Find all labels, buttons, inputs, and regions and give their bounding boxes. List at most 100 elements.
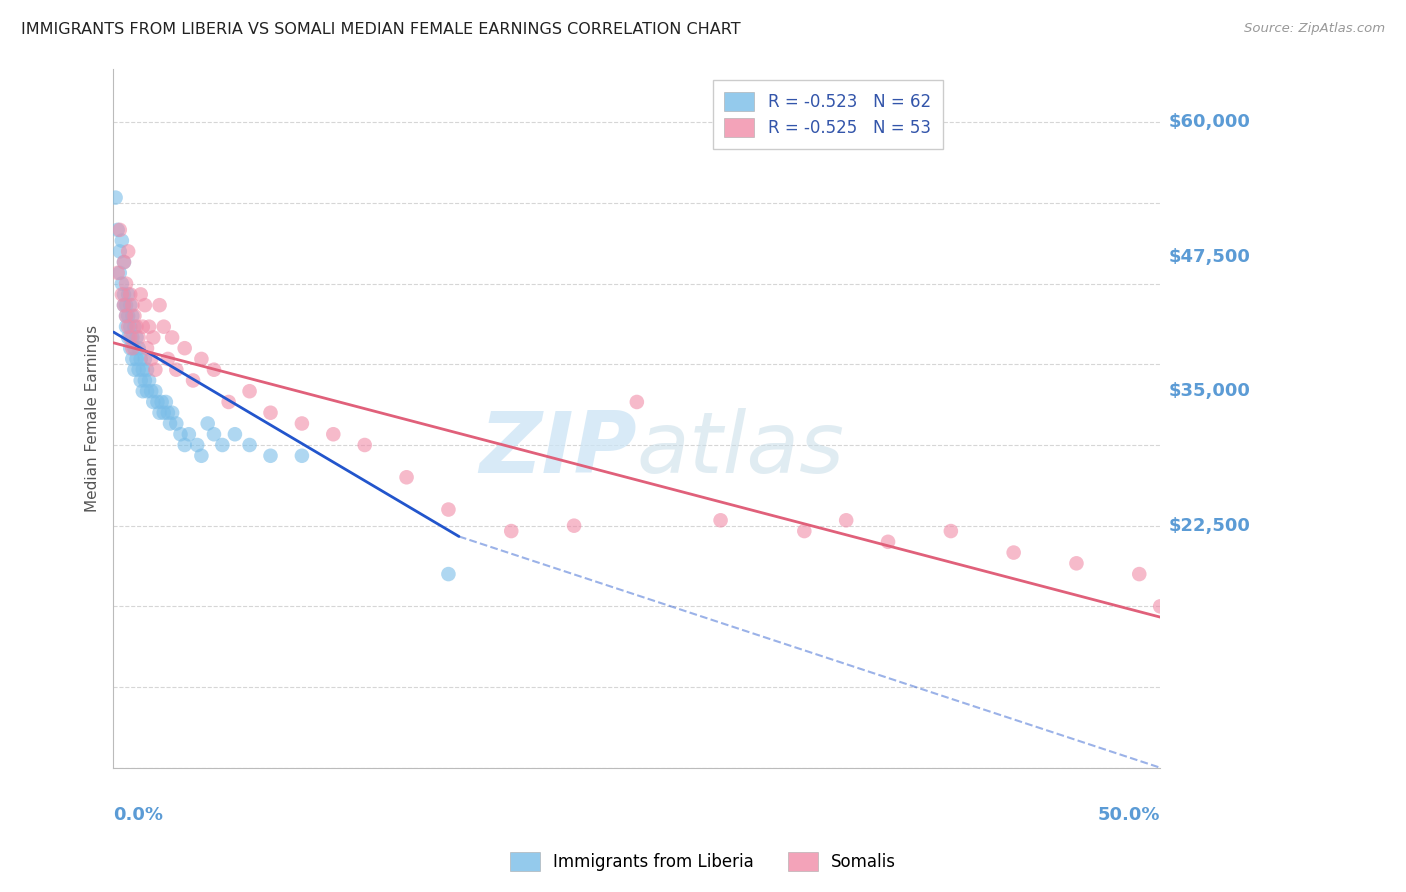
Point xyxy=(125,330,148,344)
Point xyxy=(150,395,173,409)
Point xyxy=(124,341,146,355)
Point xyxy=(173,341,195,355)
Y-axis label: Median Female Earnings: Median Female Earnings xyxy=(86,325,100,512)
Point xyxy=(117,287,139,301)
Point xyxy=(115,309,138,323)
Point xyxy=(134,374,156,388)
Point xyxy=(190,449,212,463)
Point xyxy=(156,406,179,420)
Point xyxy=(142,330,165,344)
Point xyxy=(134,351,156,366)
Point xyxy=(160,330,183,344)
Point xyxy=(152,319,174,334)
Point xyxy=(107,223,129,237)
Point xyxy=(148,406,170,420)
Point xyxy=(132,362,155,376)
Point xyxy=(562,518,585,533)
Point xyxy=(1002,545,1025,559)
Point xyxy=(710,513,733,527)
Point xyxy=(322,427,344,442)
Point xyxy=(115,277,138,291)
Point xyxy=(197,417,219,431)
Point xyxy=(501,524,523,538)
Point xyxy=(104,191,127,205)
Point xyxy=(437,502,460,516)
Point xyxy=(128,330,150,344)
Text: 50.0%: 50.0% xyxy=(1098,806,1160,824)
Point xyxy=(211,438,233,452)
Text: 0.0%: 0.0% xyxy=(114,806,163,824)
Text: atlas: atlas xyxy=(637,408,845,491)
Point xyxy=(125,319,148,334)
Point xyxy=(142,395,165,409)
Legend: Immigrants from Liberia, Somalis: Immigrants from Liberia, Somalis xyxy=(502,843,904,880)
Point xyxy=(117,319,139,334)
Text: Source: ZipAtlas.com: Source: ZipAtlas.com xyxy=(1244,22,1385,36)
Point xyxy=(117,244,139,259)
Point xyxy=(143,362,166,376)
Point xyxy=(128,362,150,376)
Point xyxy=(437,567,460,582)
Point xyxy=(148,298,170,312)
Point xyxy=(132,384,155,399)
Point xyxy=(111,277,134,291)
Point xyxy=(395,470,418,484)
Point xyxy=(259,406,281,420)
Point xyxy=(239,438,262,452)
Point xyxy=(626,395,648,409)
Point xyxy=(120,287,142,301)
Point xyxy=(291,449,314,463)
Point xyxy=(129,351,152,366)
Point xyxy=(115,319,138,334)
Point xyxy=(224,427,246,442)
Point xyxy=(107,266,129,280)
Point xyxy=(259,449,281,463)
Text: $22,500: $22,500 xyxy=(1168,516,1250,534)
Point xyxy=(181,374,204,388)
Point xyxy=(156,351,179,366)
Point xyxy=(136,384,159,399)
Point xyxy=(134,298,156,312)
Point xyxy=(125,351,148,366)
Point xyxy=(112,255,135,269)
Point xyxy=(117,309,139,323)
Point xyxy=(190,351,212,366)
Text: ZIP: ZIP xyxy=(479,408,637,491)
Point xyxy=(121,309,143,323)
Point xyxy=(108,266,131,280)
Point xyxy=(138,319,160,334)
Point xyxy=(218,395,240,409)
Point xyxy=(111,234,134,248)
Point xyxy=(129,374,152,388)
Point xyxy=(121,298,143,312)
Point xyxy=(141,351,163,366)
Point xyxy=(112,255,135,269)
Point xyxy=(124,309,146,323)
Point xyxy=(132,319,155,334)
Point xyxy=(111,287,134,301)
Point xyxy=(115,309,138,323)
Point xyxy=(120,341,142,355)
Point xyxy=(160,406,183,420)
Point xyxy=(155,395,177,409)
Point xyxy=(120,330,142,344)
Point xyxy=(835,513,858,527)
Point xyxy=(165,362,187,376)
Point xyxy=(186,438,208,452)
Point xyxy=(165,417,187,431)
Point xyxy=(117,330,139,344)
Text: IMMIGRANTS FROM LIBERIA VS SOMALI MEDIAN FEMALE EARNINGS CORRELATION CHART: IMMIGRANTS FROM LIBERIA VS SOMALI MEDIAN… xyxy=(21,22,741,37)
Point xyxy=(173,438,195,452)
Point xyxy=(124,362,146,376)
Point xyxy=(202,362,225,376)
Point xyxy=(143,384,166,399)
Point xyxy=(112,298,135,312)
Point xyxy=(159,417,181,431)
Point xyxy=(146,395,169,409)
Point xyxy=(138,374,160,388)
Point xyxy=(1066,557,1088,571)
Point xyxy=(121,330,143,344)
Point xyxy=(124,319,146,334)
Point xyxy=(141,384,163,399)
Point xyxy=(115,298,138,312)
